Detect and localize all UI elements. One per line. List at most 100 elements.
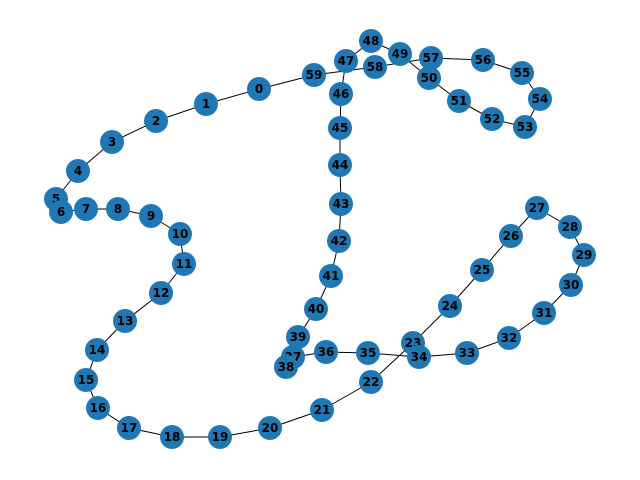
node-16: 16 bbox=[86, 396, 110, 420]
node-circle bbox=[310, 398, 334, 422]
node-label: 38 bbox=[278, 360, 295, 374]
node-15: 15 bbox=[74, 368, 98, 392]
node-circle bbox=[417, 66, 441, 90]
node-circle bbox=[480, 107, 504, 131]
node-label: 28 bbox=[562, 220, 579, 234]
node-53: 53 bbox=[513, 115, 537, 139]
node-label: 25 bbox=[474, 263, 491, 277]
node-label: 44 bbox=[332, 158, 349, 172]
node-55: 55 bbox=[510, 61, 534, 85]
node-label: 41 bbox=[323, 269, 340, 283]
node-label: 24 bbox=[442, 299, 459, 313]
node-36: 36 bbox=[314, 340, 338, 364]
node-label: 51 bbox=[451, 94, 468, 108]
node-circle bbox=[471, 48, 495, 72]
node-22: 22 bbox=[359, 370, 383, 394]
node-circle bbox=[327, 229, 351, 253]
node-1: 1 bbox=[194, 92, 218, 116]
node-label: 18 bbox=[164, 430, 181, 444]
node-24: 24 bbox=[438, 294, 462, 318]
node-39: 39 bbox=[286, 325, 310, 349]
node-52: 52 bbox=[480, 107, 504, 131]
node-circle bbox=[447, 89, 471, 113]
node-12: 12 bbox=[149, 281, 173, 305]
node-label: 13 bbox=[117, 314, 134, 328]
node-label: 21 bbox=[314, 403, 331, 417]
node-circle bbox=[419, 46, 443, 70]
node-38: 38 bbox=[274, 355, 298, 379]
node-59: 59 bbox=[302, 63, 326, 87]
node-label: 53 bbox=[517, 120, 534, 134]
node-46: 46 bbox=[329, 82, 353, 106]
node-label: 3 bbox=[108, 135, 116, 149]
node-circle bbox=[359, 370, 383, 394]
node-31: 31 bbox=[532, 301, 556, 325]
node-label: 7 bbox=[82, 202, 90, 216]
node-circle bbox=[86, 396, 110, 420]
node-7: 7 bbox=[74, 197, 98, 221]
node-label: 10 bbox=[172, 227, 189, 241]
node-54: 54 bbox=[528, 87, 552, 111]
node-circle bbox=[144, 109, 168, 133]
node-41: 41 bbox=[319, 264, 343, 288]
node-circle bbox=[302, 63, 326, 87]
node-circle bbox=[532, 301, 556, 325]
node-circle bbox=[85, 338, 109, 362]
node-label: 50 bbox=[421, 71, 438, 85]
node-label: 49 bbox=[392, 47, 409, 61]
node-35: 35 bbox=[356, 341, 380, 365]
node-48: 48 bbox=[359, 29, 383, 53]
node-circle bbox=[572, 243, 596, 267]
node-circle bbox=[497, 326, 521, 350]
node-label: 17 bbox=[121, 421, 138, 435]
node-circle bbox=[455, 341, 479, 365]
node-circle bbox=[106, 197, 130, 221]
node-circle bbox=[438, 294, 462, 318]
node-label: 27 bbox=[529, 201, 546, 215]
node-circle bbox=[100, 130, 124, 154]
node-label: 31 bbox=[536, 306, 553, 320]
node-11: 11 bbox=[172, 252, 196, 276]
node-label: 46 bbox=[333, 87, 350, 101]
node-14: 14 bbox=[85, 338, 109, 362]
node-26: 26 bbox=[499, 224, 523, 248]
node-label: 15 bbox=[78, 373, 95, 387]
node-label: 9 bbox=[147, 209, 155, 223]
node-circle bbox=[525, 196, 549, 220]
node-29: 29 bbox=[572, 243, 596, 267]
node-33: 33 bbox=[455, 341, 479, 365]
node-6: 6 bbox=[49, 200, 73, 224]
node-47: 47 bbox=[334, 49, 358, 73]
node-label: 30 bbox=[563, 278, 580, 292]
node-label: 19 bbox=[212, 430, 229, 444]
node-circle bbox=[286, 325, 310, 349]
node-circle bbox=[304, 297, 328, 321]
node-58: 58 bbox=[363, 55, 387, 79]
node-label: 4 bbox=[74, 164, 82, 178]
node-circle bbox=[510, 61, 534, 85]
node-43: 43 bbox=[329, 192, 353, 216]
node-circle bbox=[329, 82, 353, 106]
node-label: 35 bbox=[360, 346, 377, 360]
node-17: 17 bbox=[117, 416, 141, 440]
node-circle bbox=[388, 42, 412, 66]
node-label: 34 bbox=[411, 350, 428, 364]
node-label: 57 bbox=[423, 51, 440, 65]
node-49: 49 bbox=[388, 42, 412, 66]
node-label: 52 bbox=[484, 112, 501, 126]
node-circle bbox=[319, 264, 343, 288]
node-circle bbox=[356, 341, 380, 365]
node-42: 42 bbox=[327, 229, 351, 253]
node-circle bbox=[247, 77, 271, 101]
node-label: 48 bbox=[363, 34, 380, 48]
node-circle bbox=[149, 281, 173, 305]
node-circle bbox=[139, 204, 163, 228]
node-label: 43 bbox=[333, 197, 350, 211]
node-label: 26 bbox=[503, 229, 520, 243]
node-label: 55 bbox=[514, 66, 531, 80]
node-0: 0 bbox=[247, 77, 271, 101]
node-label: 42 bbox=[331, 234, 348, 248]
node-circle bbox=[334, 49, 358, 73]
node-label: 14 bbox=[89, 343, 106, 357]
